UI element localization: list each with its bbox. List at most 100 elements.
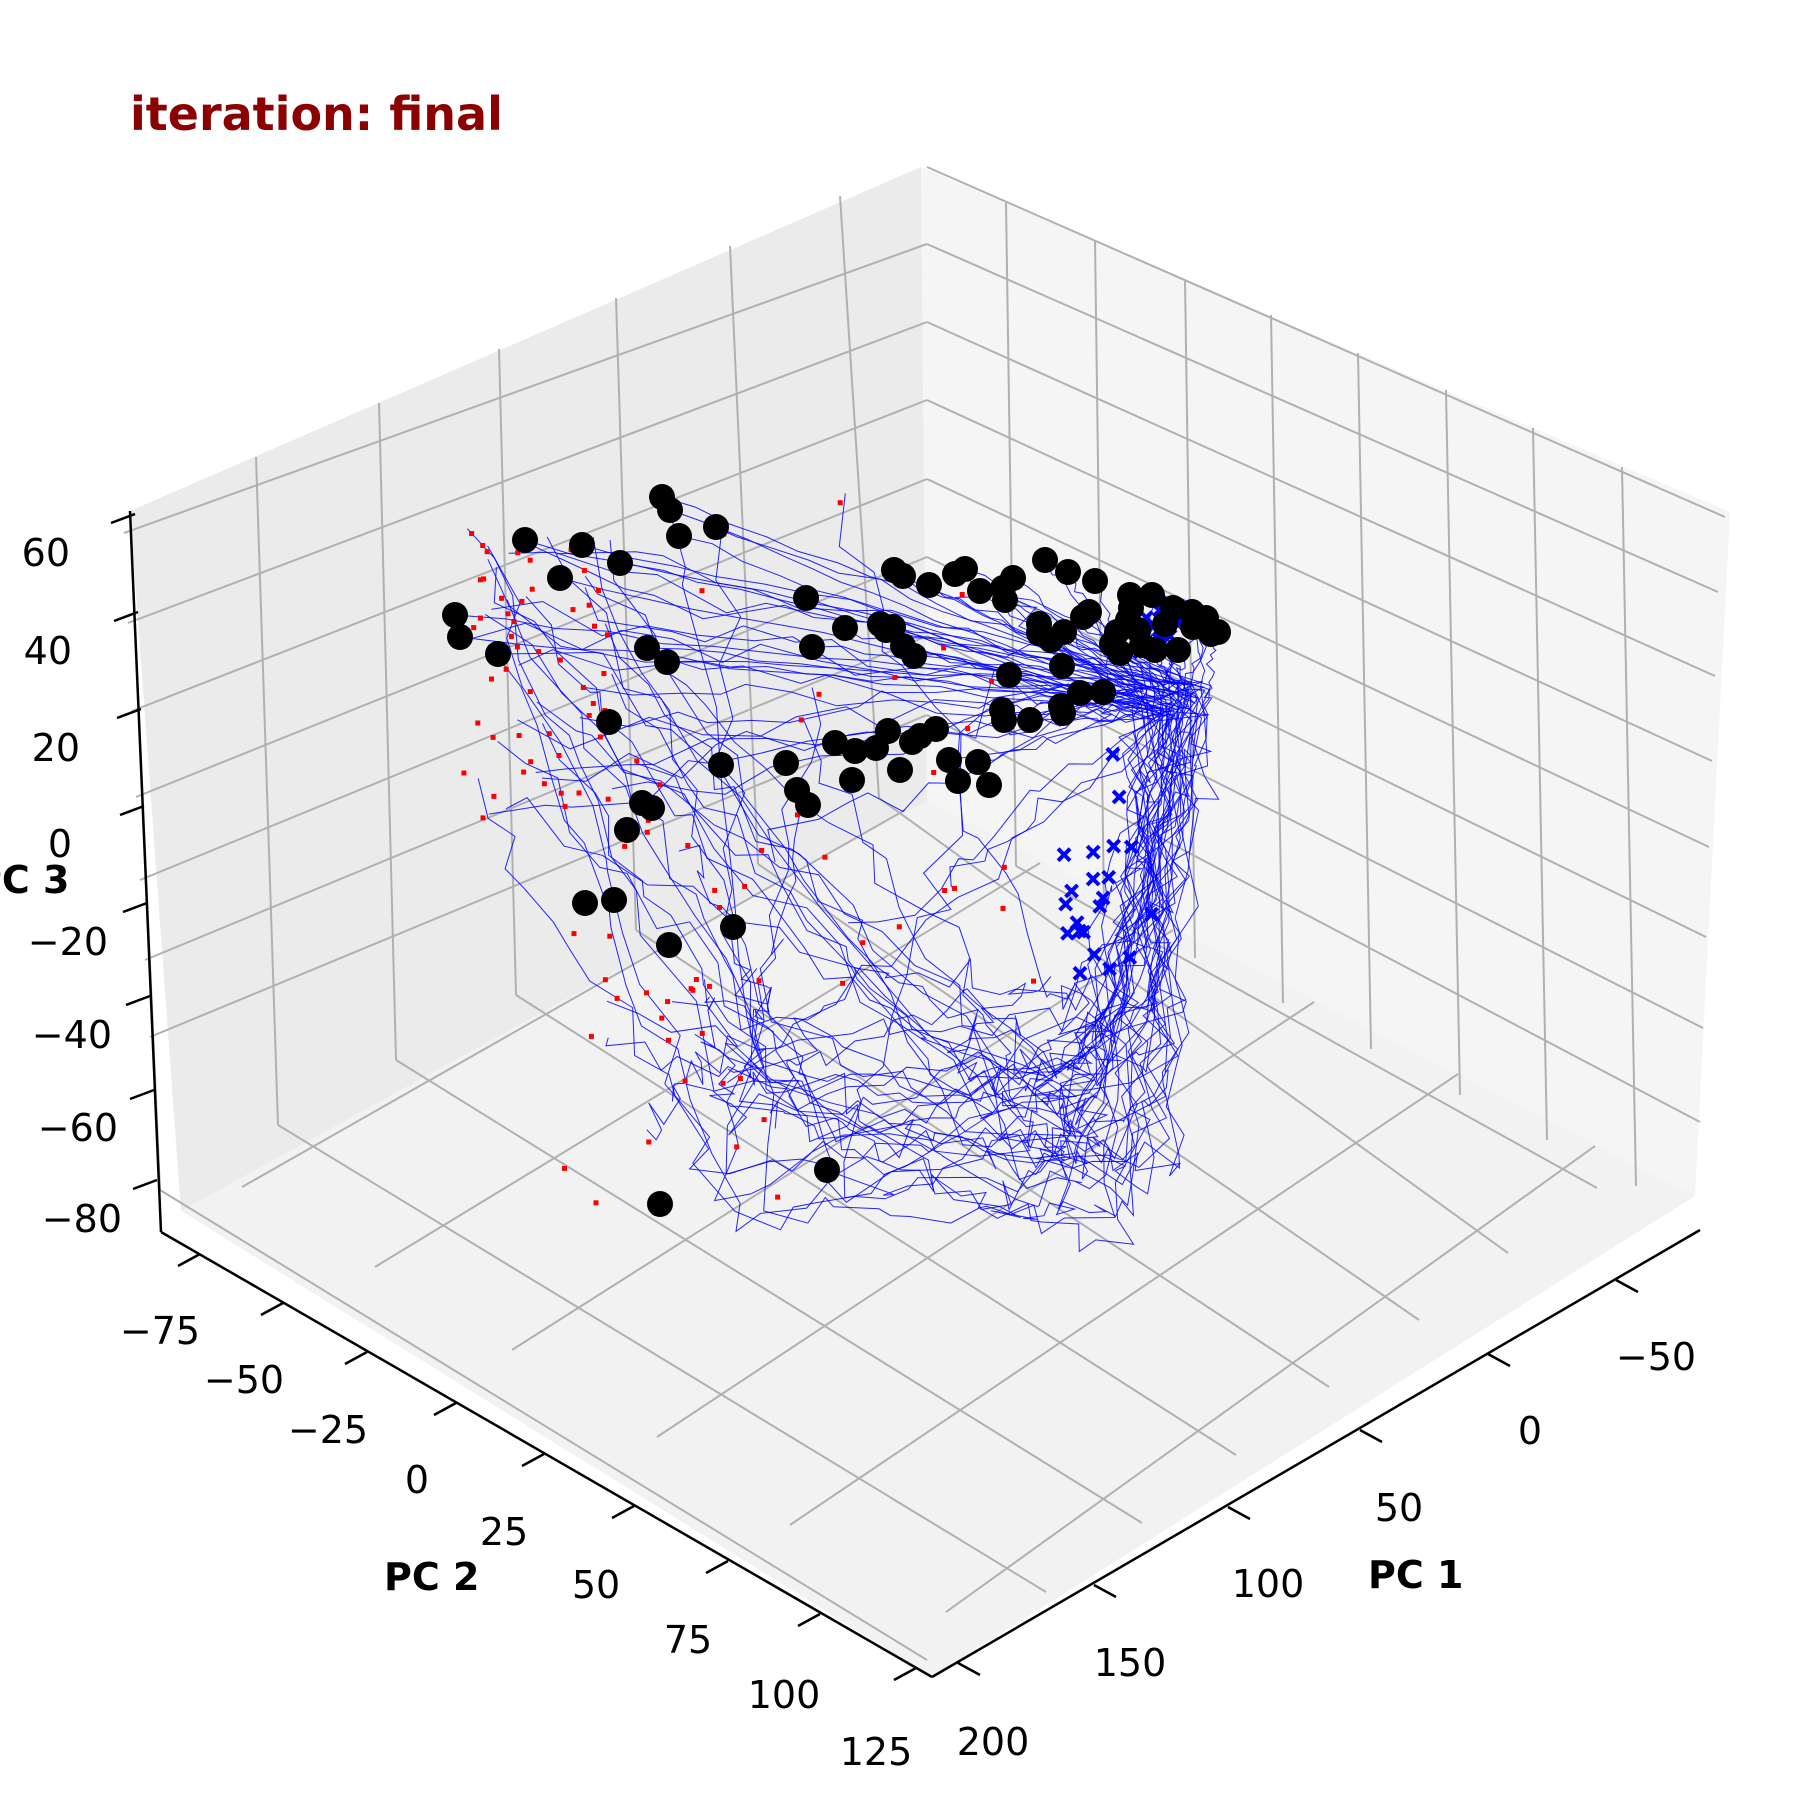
start-point: [605, 632, 610, 638]
z-tick-label: −40: [32, 1013, 112, 1057]
start-point: [634, 758, 640, 764]
z-tick-labels: 60 40 20 0 −20 −40 −60 −80: [22, 531, 122, 1241]
fixed-point: [1086, 947, 1102, 962]
fixed-point: [1105, 746, 1121, 762]
end-point: [873, 617, 899, 643]
y-tick-label: −25: [288, 1408, 368, 1452]
z-tick-label: −20: [28, 920, 108, 964]
fixed-point-stroke: [1111, 789, 1127, 805]
start-point: [720, 1080, 726, 1086]
end-point: [656, 932, 682, 958]
z-tick-label: −80: [42, 1197, 122, 1241]
start-point: [586, 602, 592, 608]
end-point: [952, 556, 978, 582]
end-point: [647, 1191, 673, 1217]
trajectory-line: [671, 577, 1175, 1220]
start-point: [536, 649, 542, 655]
trajectory-line: [584, 576, 1191, 1210]
trajectory-line: [703, 626, 1195, 1190]
z-tick: [122, 901, 148, 914]
fixed-point: [1092, 898, 1108, 914]
fixed-point-stroke: [1056, 847, 1072, 863]
start-point: [646, 1139, 652, 1145]
fixed-point-stroke: [1095, 890, 1111, 906]
start-point: [592, 623, 597, 629]
start-point: [795, 812, 800, 818]
fixed-point-stroke: [1105, 746, 1121, 762]
end-point: [991, 707, 1017, 733]
end-point: [1104, 619, 1130, 645]
end-point: [601, 887, 627, 913]
start-point: [477, 615, 483, 621]
grid-line: [135, 478, 928, 798]
end-point: [703, 514, 729, 540]
start-point: [571, 931, 577, 937]
fixed-point: [1060, 925, 1075, 941]
start-point: [775, 1194, 781, 1200]
trajectory-line: [606, 616, 1203, 1208]
end-point: [1067, 680, 1093, 706]
z-tick-label: 20: [32, 726, 80, 770]
start-point: [952, 885, 957, 891]
start-point: [959, 592, 965, 597]
end-point: [945, 768, 971, 794]
end-point: [899, 729, 925, 755]
y-tick: [705, 1559, 729, 1575]
y-tick-label: 125: [840, 1730, 913, 1774]
start-point: [761, 1117, 767, 1123]
y-tick-label: 75: [664, 1618, 712, 1662]
x-tick-labels: −50 0 50 100 150 200: [957, 1335, 1696, 1764]
start-point: [614, 995, 620, 1001]
fixed-point: [1095, 890, 1111, 906]
z-tick: [119, 804, 145, 817]
grid-line: [1445, 389, 1461, 1096]
end-point: [1139, 582, 1165, 608]
start-markers: [461, 500, 1036, 1206]
grid-line: [1270, 314, 1284, 1004]
grid-line: [656, 1001, 1315, 1438]
start-point: [499, 595, 505, 601]
end-point: [793, 585, 819, 611]
start-point: [593, 1200, 599, 1206]
start-point: [527, 689, 533, 695]
grid-line: [255, 456, 279, 1126]
y-tick-labels: −75 −50 −25 0 25 50 75 100 125: [120, 1309, 912, 1774]
end-point: [596, 709, 622, 735]
start-point: [601, 671, 607, 676]
start-point: [469, 531, 475, 536]
z-tick: [113, 610, 139, 623]
start-point: [489, 676, 494, 682]
start-point: [480, 543, 486, 548]
start-point: [685, 843, 691, 848]
z-tick: [116, 707, 142, 720]
start-point: [816, 691, 822, 697]
fixed-point-stroke: [1060, 925, 1075, 941]
x-tick: [957, 1661, 981, 1677]
start-point: [529, 586, 535, 592]
grid-line: [131, 399, 928, 712]
start-point: [541, 781, 547, 787]
start-point: [521, 769, 527, 775]
grid-line: [1532, 427, 1548, 1141]
trajectory-line: [803, 702, 1193, 1144]
end-point: [614, 817, 640, 843]
end-point: [923, 716, 949, 742]
fixed-point: [1056, 847, 1072, 863]
fixed-point: [1144, 906, 1160, 922]
end-point: [1000, 565, 1026, 591]
grid-line: [729, 245, 759, 865]
grid-line: [374, 862, 1041, 1268]
start-point: [557, 657, 563, 663]
z-tick-label: 40: [24, 629, 72, 673]
start-point: [941, 645, 947, 651]
start-point: [942, 888, 948, 893]
x-tick: [1093, 1583, 1117, 1599]
fixed-point: [1123, 839, 1139, 855]
fixed-point-stroke: [1092, 898, 1108, 914]
start-point: [605, 796, 611, 802]
end-point: [708, 752, 734, 778]
z-tick: [110, 512, 136, 525]
x-tick-label: 50: [1375, 1486, 1423, 1530]
start-point: [657, 782, 663, 788]
